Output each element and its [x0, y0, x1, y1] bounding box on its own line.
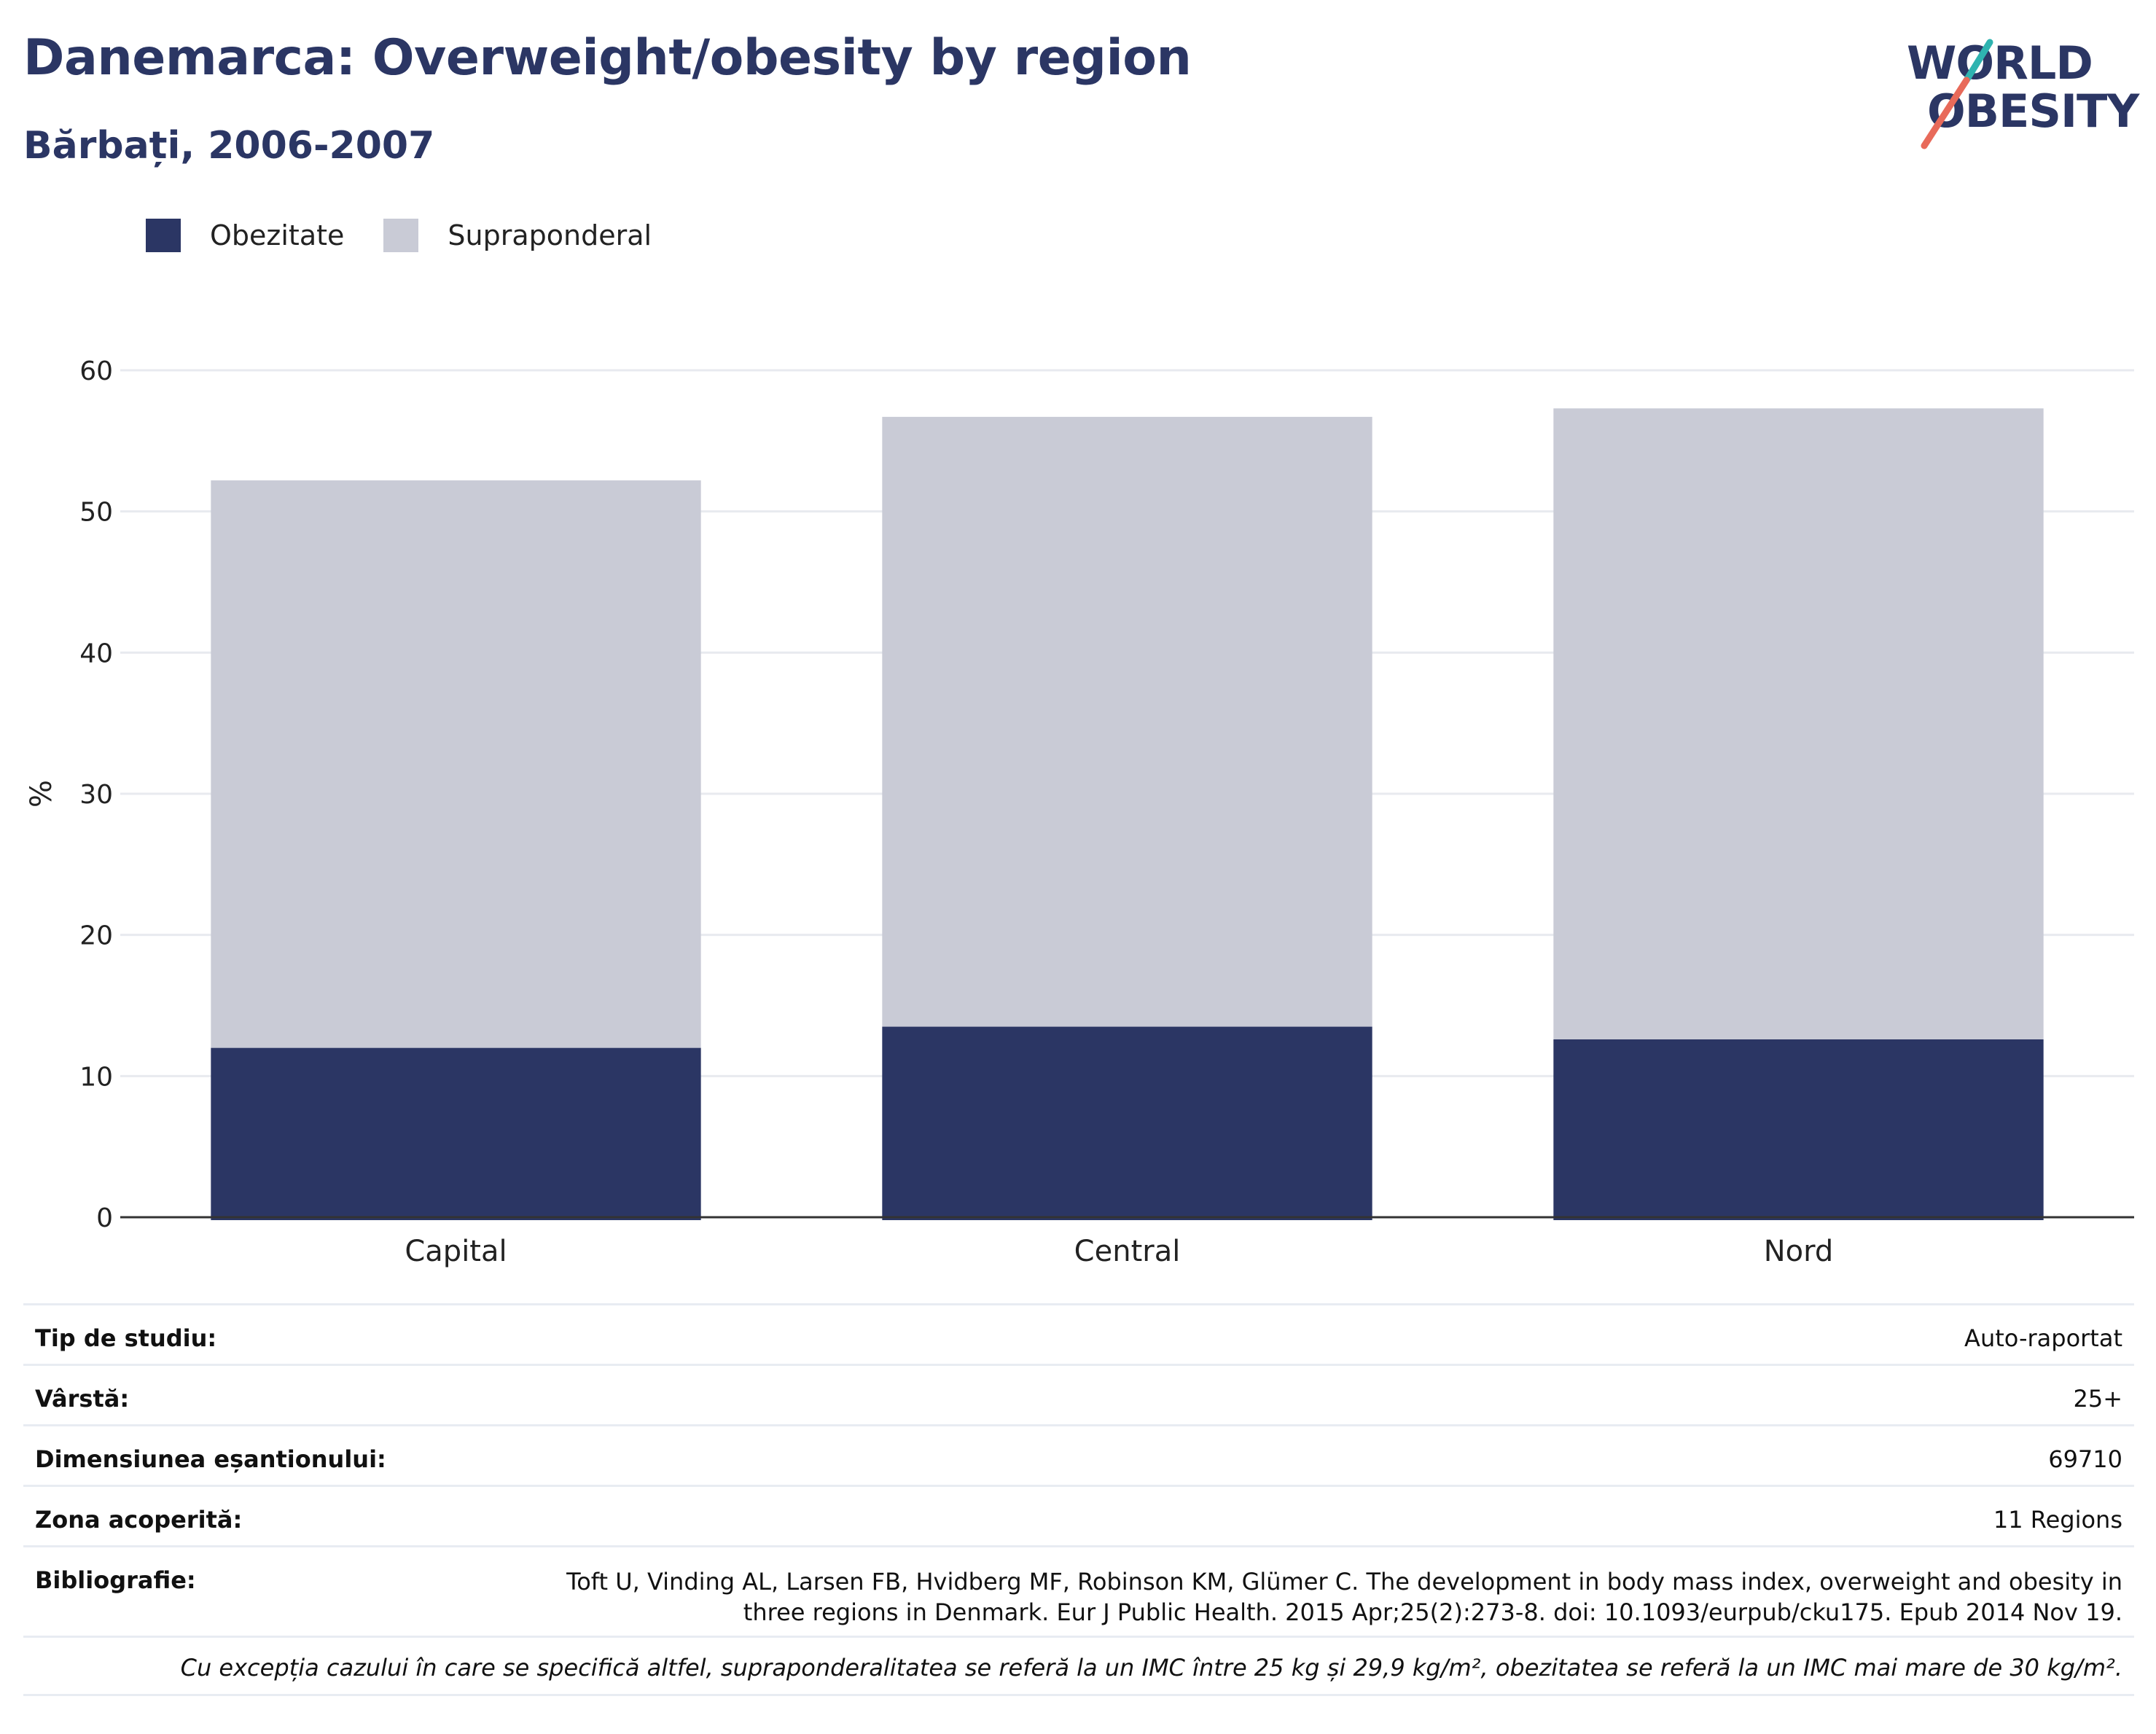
bar-overweight-capital[interactable] [211, 480, 701, 1048]
info-row-sample-size: Dimensiunea eșantionului: 69710 [23, 1424, 2134, 1485]
legend-label-overweight: Supraponderal [448, 219, 652, 251]
info-label: Vârstă: [35, 1385, 130, 1413]
logo-line-1: WORLD [1907, 36, 2093, 90]
y-tick-label: 30 [79, 780, 113, 810]
chart-title: Danemarca: Overweight/obesity by region [23, 29, 1192, 87]
info-row-area-covered: Zona acoperită: 11 Regions [23, 1485, 2134, 1545]
bar-overweight-nord[interactable] [1553, 408, 2044, 1039]
info-label: Tip de studiu: [35, 1324, 217, 1352]
y-tick-label: 50 [79, 498, 113, 528]
bar-overweight-central[interactable] [882, 416, 1372, 1027]
chart-subtitle: Bărbați, 2006-2007 [23, 124, 435, 168]
x-category-label: Capital [405, 1235, 507, 1268]
info-row-study-type: Tip de studiu: Auto-raportat [23, 1303, 2134, 1364]
bibliography-text: Toft U, Vinding AL, Larsen FB, Hvidberg … [566, 1568, 2122, 1626]
info-value: Auto-raportat [1964, 1324, 2122, 1352]
info-label: Dimensiunea eșantionului: [35, 1445, 386, 1473]
stacked-bar-chart: 0 10 20 30 40 50 60% Capital Central Nord [25, 356, 2134, 1268]
logo-line-2: OBESITY [1927, 85, 2139, 138]
info-row-bibliography: Bibliografie: Toft U, Vinding AL, Larsen… [23, 1545, 2134, 1636]
definition-note: Cu excepția cazului în care se specifică… [23, 1636, 2134, 1696]
info-label: Zona acoperită: [35, 1506, 243, 1534]
y-tick-label: 40 [79, 638, 113, 668]
info-value: 11 Regions [1993, 1506, 2122, 1534]
legend-swatch-obesity [146, 219, 181, 252]
y-tick-label: 10 [79, 1062, 113, 1092]
chart-legend: Obezitate Supraponderal [146, 217, 691, 254]
legend-label-obesity: Obezitate [210, 219, 345, 251]
x-category-label: Central [1074, 1235, 1181, 1268]
info-row-age: Vârstă: 25+ [23, 1364, 2134, 1424]
y-tick-label: 60 [79, 356, 113, 386]
bar-obesity-nord[interactable] [1553, 1039, 2044, 1220]
legend-item-overweight[interactable]: Supraponderal [383, 219, 652, 252]
y-tick-label: 0 [96, 1203, 113, 1233]
info-value: 69710 [2048, 1445, 2122, 1473]
legend-item-obesity[interactable]: Obezitate [146, 219, 344, 252]
study-info-table: Tip de studiu: Auto-raportat Vârstă: 25+… [23, 1303, 2134, 1696]
bar-obesity-capital[interactable] [211, 1047, 701, 1220]
x-category-label: Nord [1764, 1235, 1834, 1268]
world-obesity-logo: WORLD OBESITY [1895, 29, 2139, 160]
y-axis-title: % [25, 780, 58, 808]
info-value: 25+ [2073, 1385, 2122, 1413]
y-tick-label: 20 [79, 921, 113, 951]
info-label: Bibliografie: [35, 1566, 196, 1594]
legend-swatch-overweight [383, 219, 419, 252]
bar-obesity-central[interactable] [882, 1026, 1372, 1220]
logo-slash-icon [1921, 39, 1993, 149]
